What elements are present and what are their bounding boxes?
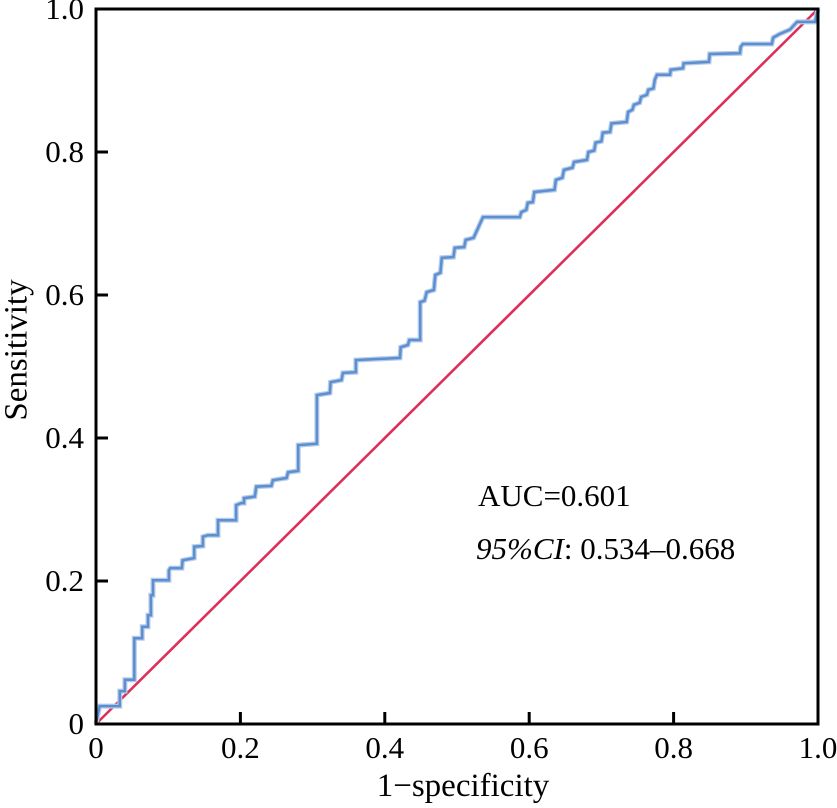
x-axis-title: 1−specificity	[376, 768, 550, 804]
y-tick-label: 0.8	[45, 134, 84, 169]
x-tick-label: 0	[88, 730, 104, 765]
y-tick-label: 0	[68, 706, 85, 741]
x-tick-label: 0.4	[365, 730, 405, 765]
roc-curve	[94, 8, 820, 725]
y-tick-label: 1.0	[45, 0, 84, 26]
auc-annotation: AUC=0.601	[478, 478, 631, 514]
y-tick-label: 0.6	[45, 277, 84, 312]
ci-annotation: 95%CI: 0.534–0.668	[476, 531, 735, 567]
ci-label-italic: 95%CI	[476, 531, 564, 566]
x-tick-label: 0.2	[221, 730, 260, 765]
x-tick-label: 0.8	[654, 730, 693, 765]
y-tick-label: 0.2	[45, 563, 84, 598]
x-tick-label: 1.0	[798, 730, 837, 765]
x-tick-label: 0.6	[509, 730, 549, 765]
y-tick-label: 0.4	[45, 420, 84, 455]
plot-border	[94, 7, 820, 726]
reference-line	[95, 8, 819, 725]
auc-value-text: AUC=0.601	[478, 478, 631, 513]
ci-values-text: : 0.534–0.668	[563, 531, 736, 566]
